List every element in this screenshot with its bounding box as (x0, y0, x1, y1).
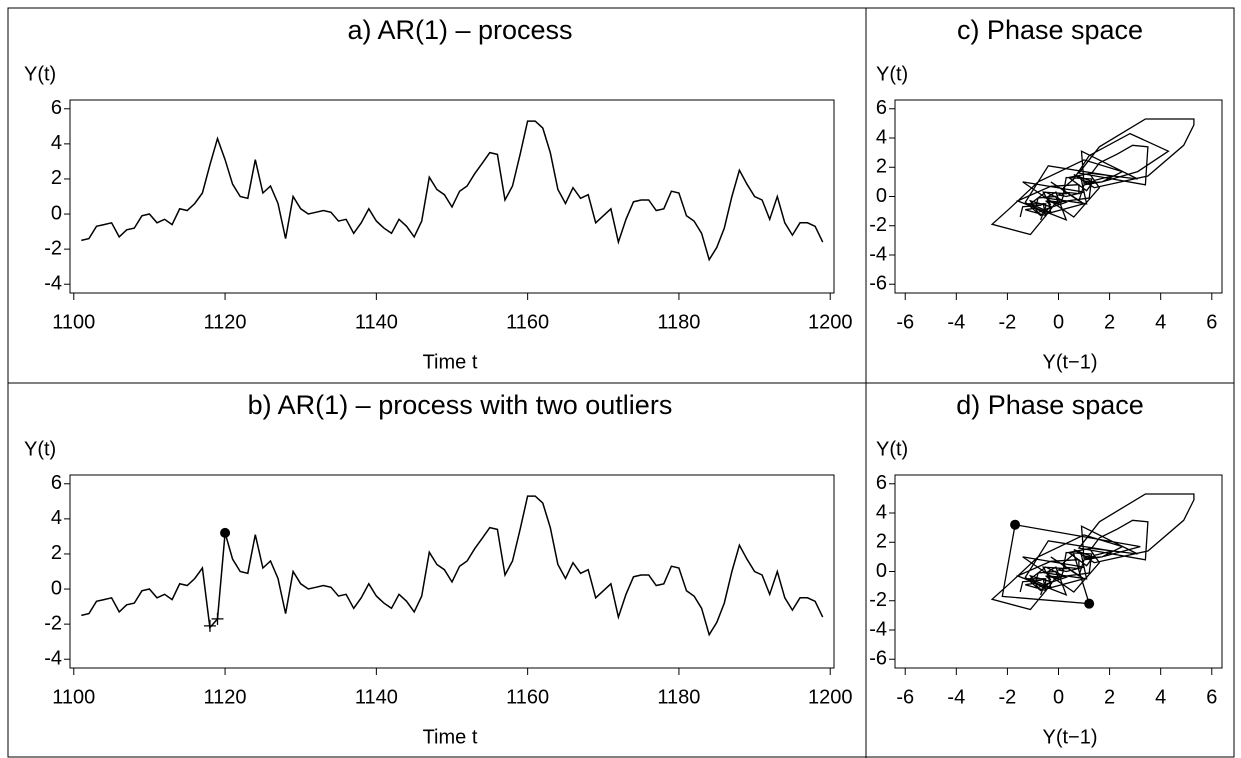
outlier-plus (203, 619, 216, 632)
chart-title: a) AR(1) – process (347, 15, 572, 45)
x-tick-label: 4 (1155, 311, 1166, 333)
outlier-dot (1084, 598, 1095, 609)
y-tick-label: -6 (869, 273, 887, 295)
x-tick-label: 1100 (52, 686, 95, 708)
chart-title: d) Phase space (956, 390, 1144, 420)
plot-frame (69, 474, 835, 669)
x-tick-label: 0 (1053, 686, 1064, 708)
chart-title: c) Phase space (957, 15, 1143, 45)
y-tick-label: 4 (51, 132, 62, 154)
chart-title: b) AR(1) – process with two outliers (248, 390, 673, 420)
x-tick-label: 6 (1206, 686, 1217, 708)
outlier-dot (220, 527, 231, 538)
plot-frame (69, 99, 835, 294)
y-axis-label: Y(t) (876, 438, 908, 460)
plot-frame (894, 99, 1223, 294)
x-tick-label: -2 (999, 311, 1017, 333)
y-tick-label: 0 (876, 560, 887, 582)
y-tick-label: -6 (869, 648, 887, 670)
y-axis-label: Y(t) (876, 63, 908, 85)
y-tick-label: 2 (51, 542, 62, 564)
y-tick-label: -4 (44, 273, 62, 295)
x-tick-label: -6 (896, 311, 914, 333)
x-tick-label: 2 (1104, 311, 1115, 333)
y-tick-label: 4 (876, 126, 887, 148)
x-tick-label: 1180 (657, 686, 700, 708)
x-axis-label: Time t (423, 726, 478, 748)
y-tick-label: -2 (869, 214, 887, 236)
x-axis-label: Time t (423, 351, 478, 373)
x-tick-label: 1200 (808, 686, 853, 708)
y-axis-label: Y(t) (24, 438, 56, 460)
y-tick-label: 6 (51, 97, 62, 119)
x-tick-label: 1180 (657, 311, 700, 333)
y-tick-label: -4 (869, 618, 887, 640)
y-tick-label: 2 (876, 156, 887, 178)
y-tick-label: -2 (44, 612, 62, 634)
y-tick-label: 6 (876, 472, 887, 494)
phase-curve (990, 118, 1195, 236)
x-tick-label: 1160 (506, 311, 549, 333)
x-tick-label: 1120 (204, 686, 247, 708)
x-tick-label: 4 (1155, 686, 1166, 708)
phase-curve (990, 493, 1195, 611)
series-line (81, 120, 824, 262)
x-tick-label: 1160 (506, 686, 549, 708)
x-tick-label: 2 (1104, 686, 1115, 708)
y-tick-label: 2 (51, 167, 62, 189)
y-tick-label: 6 (51, 472, 62, 494)
x-axis-label: Y(t−1) (1042, 726, 1097, 748)
y-tick-label: -2 (869, 589, 887, 611)
x-tick-label: 6 (1206, 311, 1217, 333)
y-axis-label: Y(t) (24, 63, 56, 85)
x-tick-label: 0 (1053, 311, 1064, 333)
outlier-plus (211, 612, 224, 625)
y-tick-label: -2 (44, 237, 62, 259)
x-tick-label: 1200 (808, 311, 853, 333)
y-tick-label: 6 (876, 97, 887, 119)
y-tick-label: 2 (876, 531, 887, 553)
x-axis-label: Y(t−1) (1042, 351, 1097, 373)
x-tick-label: -4 (947, 686, 965, 708)
x-tick-label: 1100 (52, 311, 95, 333)
y-tick-label: 0 (51, 577, 62, 599)
x-tick-label: 1120 (204, 311, 247, 333)
y-tick-label: -4 (44, 648, 62, 670)
y-tick-label: 0 (51, 202, 62, 224)
y-tick-label: 4 (51, 507, 62, 529)
y-tick-label: -4 (869, 243, 887, 265)
x-tick-label: 1140 (355, 311, 398, 333)
series-line (81, 495, 824, 637)
outlier-dot (1010, 519, 1021, 530)
x-tick-label: 1140 (355, 686, 398, 708)
y-tick-label: 4 (876, 501, 887, 523)
x-tick-label: -4 (947, 311, 965, 333)
x-tick-label: -6 (896, 686, 914, 708)
x-tick-label: -2 (999, 686, 1017, 708)
plot-frame (894, 474, 1223, 669)
y-tick-label: 0 (876, 185, 887, 207)
